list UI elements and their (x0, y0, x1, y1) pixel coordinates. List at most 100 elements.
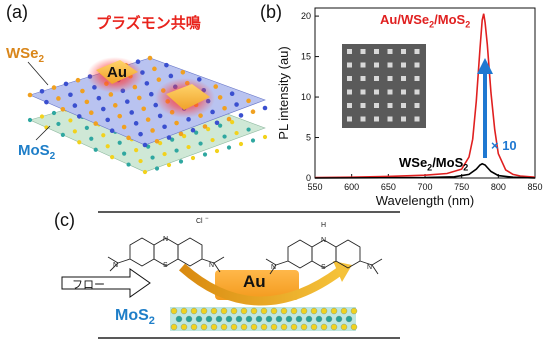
x-tick-label: 750 (454, 182, 469, 192)
sem-nanodisk (401, 116, 406, 122)
wse2-atom (145, 117, 151, 122)
lattice-atom (210, 307, 218, 315)
wse2-atom (135, 59, 141, 64)
lattice-atom (290, 323, 298, 331)
panel-c-label: (c) (54, 210, 75, 230)
mos2-atom (198, 141, 203, 146)
lattice-atom (230, 323, 238, 331)
mos2-label-a: MoS2 (18, 142, 55, 162)
lattice-atom (240, 323, 248, 331)
x-tick-label: 650 (381, 182, 396, 192)
wse2-atom (63, 81, 69, 87)
wse2-atom (174, 120, 179, 126)
series-au-wse2-mos2-line (314, 13, 536, 179)
wse2-sub: 2 (38, 54, 45, 65)
wse2-atom (108, 92, 114, 97)
molecule-right (265, 239, 383, 275)
lattice-atom (170, 307, 178, 315)
lattice-atom (340, 323, 348, 331)
mos2-atom (218, 123, 223, 128)
lattice-atom (330, 323, 338, 331)
mos2-atom (162, 151, 167, 157)
wse2-atom (210, 109, 215, 115)
lattice-atom (210, 323, 218, 331)
y-tick-label: 20 (301, 11, 311, 21)
sem-nanodisk (374, 89, 379, 95)
wse2-atom (162, 124, 167, 130)
mos2-atom (210, 137, 215, 143)
mol-n-2: N (209, 262, 214, 269)
sem-nanodisk (387, 49, 393, 54)
lattice-atom (220, 307, 228, 315)
wse2-atom (136, 95, 142, 101)
mos2-atom (27, 117, 33, 123)
lattice-atom (340, 307, 348, 315)
sem-nanodisk (374, 49, 379, 54)
series-wse2-mos2-line (314, 162, 536, 179)
sem-nanodisk (401, 89, 406, 95)
mos2-atom (154, 166, 160, 171)
wse2-atom (262, 105, 268, 111)
wse2-atom (100, 106, 106, 112)
mos2-atom (134, 148, 139, 153)
flow-label: フロー (72, 278, 105, 291)
mol-h: H (321, 222, 326, 229)
x-tick-label: 600 (344, 182, 359, 192)
lattice-atom (200, 323, 208, 331)
mol-s-2: S (321, 264, 326, 271)
wse2-atom (44, 99, 49, 105)
mos2-atom (194, 130, 199, 135)
mos2-atom (182, 134, 187, 139)
lattice-atom (185, 315, 193, 323)
lattice-atom (200, 307, 208, 315)
y-axis-label: PL intensity (au) (276, 46, 291, 139)
au-block (215, 270, 299, 300)
wse2-atom (121, 124, 127, 130)
wse2-atom (124, 99, 130, 104)
mos2-atom (190, 155, 196, 161)
wse2-atom (75, 77, 81, 83)
sem-nanodisk (360, 76, 366, 81)
sem-nanodisk (374, 103, 379, 108)
lattice-atom (245, 315, 253, 323)
mos2-atom (170, 137, 175, 142)
sem-nanodisk (387, 62, 393, 68)
mos2-text-a: MoS (18, 142, 50, 159)
molecule-left (107, 237, 225, 273)
lattice-atom (290, 307, 298, 315)
sem-nanodisk (360, 49, 366, 54)
wse2-atom (164, 62, 169, 68)
sem-nanodisk (374, 62, 379, 68)
mol-n-5: N (271, 264, 276, 271)
y-tick-label: 0 (306, 173, 311, 183)
au-label-a: Au (107, 64, 127, 81)
sem-nanodisk (347, 62, 352, 68)
lattice-atom (300, 323, 308, 331)
mos2-atom (238, 141, 244, 147)
sem-nanodisk (414, 62, 420, 68)
lattice-atom (215, 315, 223, 323)
mos2-atom (150, 155, 155, 160)
wse2-atom (178, 131, 184, 137)
panel-a-label: (a) (6, 2, 28, 22)
lattice-atom (250, 307, 258, 315)
x-tick-label: 700 (417, 182, 432, 192)
mos2-text-c: MoS (115, 307, 149, 324)
wse2-atom (152, 66, 157, 72)
wse2-atom (68, 92, 73, 98)
pl-spectrum-chart: 550 600 650 700 750 800 850 0 5 10 15 20 × 10 PL in… (276, 7, 543, 208)
wse2-atom (88, 110, 94, 116)
wse2-atom (226, 116, 232, 122)
lattice-atom (300, 307, 308, 315)
heterostructure-illustration (27, 55, 268, 175)
mos2-atom (138, 158, 143, 164)
sem-inset (342, 44, 426, 128)
lattice-atom (280, 307, 288, 315)
wse2-atom (157, 113, 163, 119)
legend-wse2-sub1: 2 (427, 162, 433, 173)
mos2-label-c: MoS2 (115, 307, 155, 327)
wse2-atom (96, 95, 102, 101)
au-nanodisk-2 (166, 84, 210, 110)
lattice-atom (325, 315, 333, 323)
mos2-atom (262, 134, 268, 140)
